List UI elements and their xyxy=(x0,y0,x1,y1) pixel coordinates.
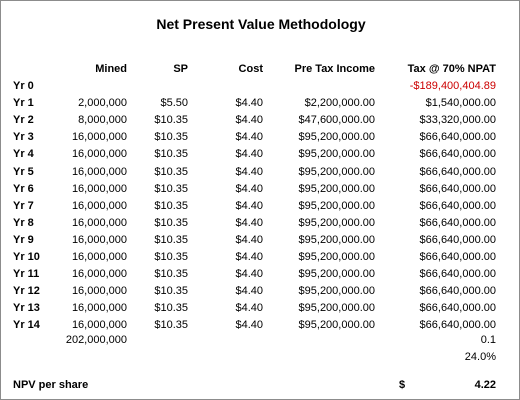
cell-mined: 16,000,000 xyxy=(71,217,127,229)
cell-cost: $4.40 xyxy=(235,183,263,195)
cell-sp: $10.35 xyxy=(154,200,188,212)
cell-tax: $66,640,000.00 xyxy=(419,319,496,331)
cell-pre-tax-income: $95,200,000.00 xyxy=(298,251,375,263)
cell-sp: $10.35 xyxy=(154,114,188,126)
cell-pre-tax-income: $95,200,000.00 xyxy=(298,148,375,160)
header-tax: Tax @ 70% NPAT xyxy=(407,63,496,75)
cell-tax: $33,320,000.00 xyxy=(419,114,496,126)
cell-tax: $66,640,000.00 xyxy=(419,131,496,143)
cell-sp: $10.35 xyxy=(154,217,188,229)
cell-sp: $5.50 xyxy=(160,97,188,109)
row-label: Yr 14 xyxy=(13,319,40,331)
cell-mined: 16,000,000 xyxy=(71,183,127,195)
header-sp: SP xyxy=(173,63,188,75)
cell-pre-tax-income: $95,200,000.00 xyxy=(298,166,375,178)
header-pre-tax-income: Pre Tax Income xyxy=(294,63,376,75)
cell-pre-tax-income: $95,200,000.00 xyxy=(298,268,375,280)
cell-cost: $4.40 xyxy=(235,251,263,263)
cell-tax: -$189,400,404.89 xyxy=(409,80,496,92)
cell-mined: 16,000,000 xyxy=(71,268,127,280)
cell-cost: $4.40 xyxy=(235,166,263,178)
row-label: Yr 2 xyxy=(13,114,34,126)
cell-pre-tax-income: $2,200,000.00 xyxy=(304,97,375,109)
row-label: Yr 6 xyxy=(13,183,34,195)
cell-sp: $10.35 xyxy=(154,148,188,160)
cell-mined: 16,000,000 xyxy=(71,302,127,314)
row-label: Yr 9 xyxy=(13,234,34,246)
row-label: Yr 0 xyxy=(13,80,34,92)
header-cost: Cost xyxy=(238,63,263,75)
row-label: Yr 10 xyxy=(13,251,40,263)
row-label: Yr 3 xyxy=(13,131,34,143)
cell-sp: $10.35 xyxy=(154,319,188,331)
mined-total: 202,000,000 xyxy=(65,334,127,346)
row-label: Yr 13 xyxy=(13,302,40,314)
cell-mined: 16,000,000 xyxy=(71,319,127,331)
npv-label: NPV per share xyxy=(13,379,89,391)
cell-cost: $4.40 xyxy=(235,302,263,314)
cell-tax: $66,640,000.00 xyxy=(419,234,496,246)
npv-value: 4.22 xyxy=(474,379,496,391)
cell-tax: $1,540,000.00 xyxy=(425,97,496,109)
cell-mined: 8,000,000 xyxy=(78,114,127,126)
cell-pre-tax-income: $95,200,000.00 xyxy=(298,200,375,212)
cell-mined: 16,000,000 xyxy=(71,148,127,160)
cell-pre-tax-income: $95,200,000.00 xyxy=(298,302,375,314)
cell-tax: $66,640,000.00 xyxy=(419,217,496,229)
cell-mined: 16,000,000 xyxy=(71,200,127,212)
row-label: Yr 11 xyxy=(13,268,40,280)
cell-mined: 16,000,000 xyxy=(71,285,127,297)
tax-value-1: 0.1 xyxy=(480,334,496,346)
cell-sp: $10.35 xyxy=(154,285,188,297)
cell-mined: 16,000,000 xyxy=(71,131,127,143)
header-mined: Mined xyxy=(95,63,127,75)
cell-cost: $4.40 xyxy=(235,285,263,297)
cell-sp: $10.35 xyxy=(154,131,188,143)
cell-cost: $4.40 xyxy=(235,319,263,331)
cell-sp: $10.35 xyxy=(154,302,188,314)
row-label: Yr 4 xyxy=(13,148,34,160)
cell-pre-tax-income: $95,200,000.00 xyxy=(298,319,375,331)
cell-tax: $66,640,000.00 xyxy=(419,285,496,297)
npv-currency: $ xyxy=(399,379,406,391)
cell-sp: $10.35 xyxy=(154,234,188,246)
cell-pre-tax-income: $47,600,000.00 xyxy=(298,114,375,126)
cell-tax: $66,640,000.00 xyxy=(419,148,496,160)
cell-pre-tax-income: $95,200,000.00 xyxy=(298,131,375,143)
row-label: Yr 8 xyxy=(13,217,34,229)
cell-tax: $66,640,000.00 xyxy=(419,251,496,263)
cell-pre-tax-income: $95,200,000.00 xyxy=(298,234,375,246)
cell-cost: $4.40 xyxy=(235,131,263,143)
cell-cost: $4.40 xyxy=(235,217,263,229)
cell-pre-tax-income: $95,200,000.00 xyxy=(298,183,375,195)
tax-value-2: 24.0% xyxy=(464,351,496,363)
cell-mined: 2,000,000 xyxy=(78,97,127,109)
cell-mined: 16,000,000 xyxy=(71,234,127,246)
cell-tax: $66,640,000.00 xyxy=(419,166,496,178)
cell-pre-tax-income: $95,200,000.00 xyxy=(298,285,375,297)
cell-cost: $4.40 xyxy=(235,234,263,246)
cell-sp: $10.35 xyxy=(154,268,188,280)
cell-mined: 16,000,000 xyxy=(71,166,127,178)
row-label: Yr 1 xyxy=(13,97,34,109)
cell-cost: $4.40 xyxy=(235,268,263,280)
cell-cost: $4.40 xyxy=(235,114,263,126)
cell-cost: $4.40 xyxy=(235,148,263,160)
cell-cost: $4.40 xyxy=(235,200,263,212)
row-label: Yr 5 xyxy=(13,166,34,178)
row-label: Yr 7 xyxy=(13,200,34,212)
sheet-title: Net Present Value Methodology xyxy=(156,16,366,32)
cell-tax: $66,640,000.00 xyxy=(419,302,496,314)
cell-cost: $4.40 xyxy=(235,97,263,109)
cell-sp: $10.35 xyxy=(154,166,188,178)
cell-mined: 16,000,000 xyxy=(71,251,127,263)
row-label: Yr 12 xyxy=(13,285,40,297)
cell-tax: $66,640,000.00 xyxy=(419,183,496,195)
cell-pre-tax-income: $95,200,000.00 xyxy=(298,217,375,229)
cell-sp: $10.35 xyxy=(154,251,188,263)
cell-tax: $66,640,000.00 xyxy=(419,268,496,280)
cell-sp: $10.35 xyxy=(154,183,188,195)
cell-tax: $66,640,000.00 xyxy=(419,200,496,212)
